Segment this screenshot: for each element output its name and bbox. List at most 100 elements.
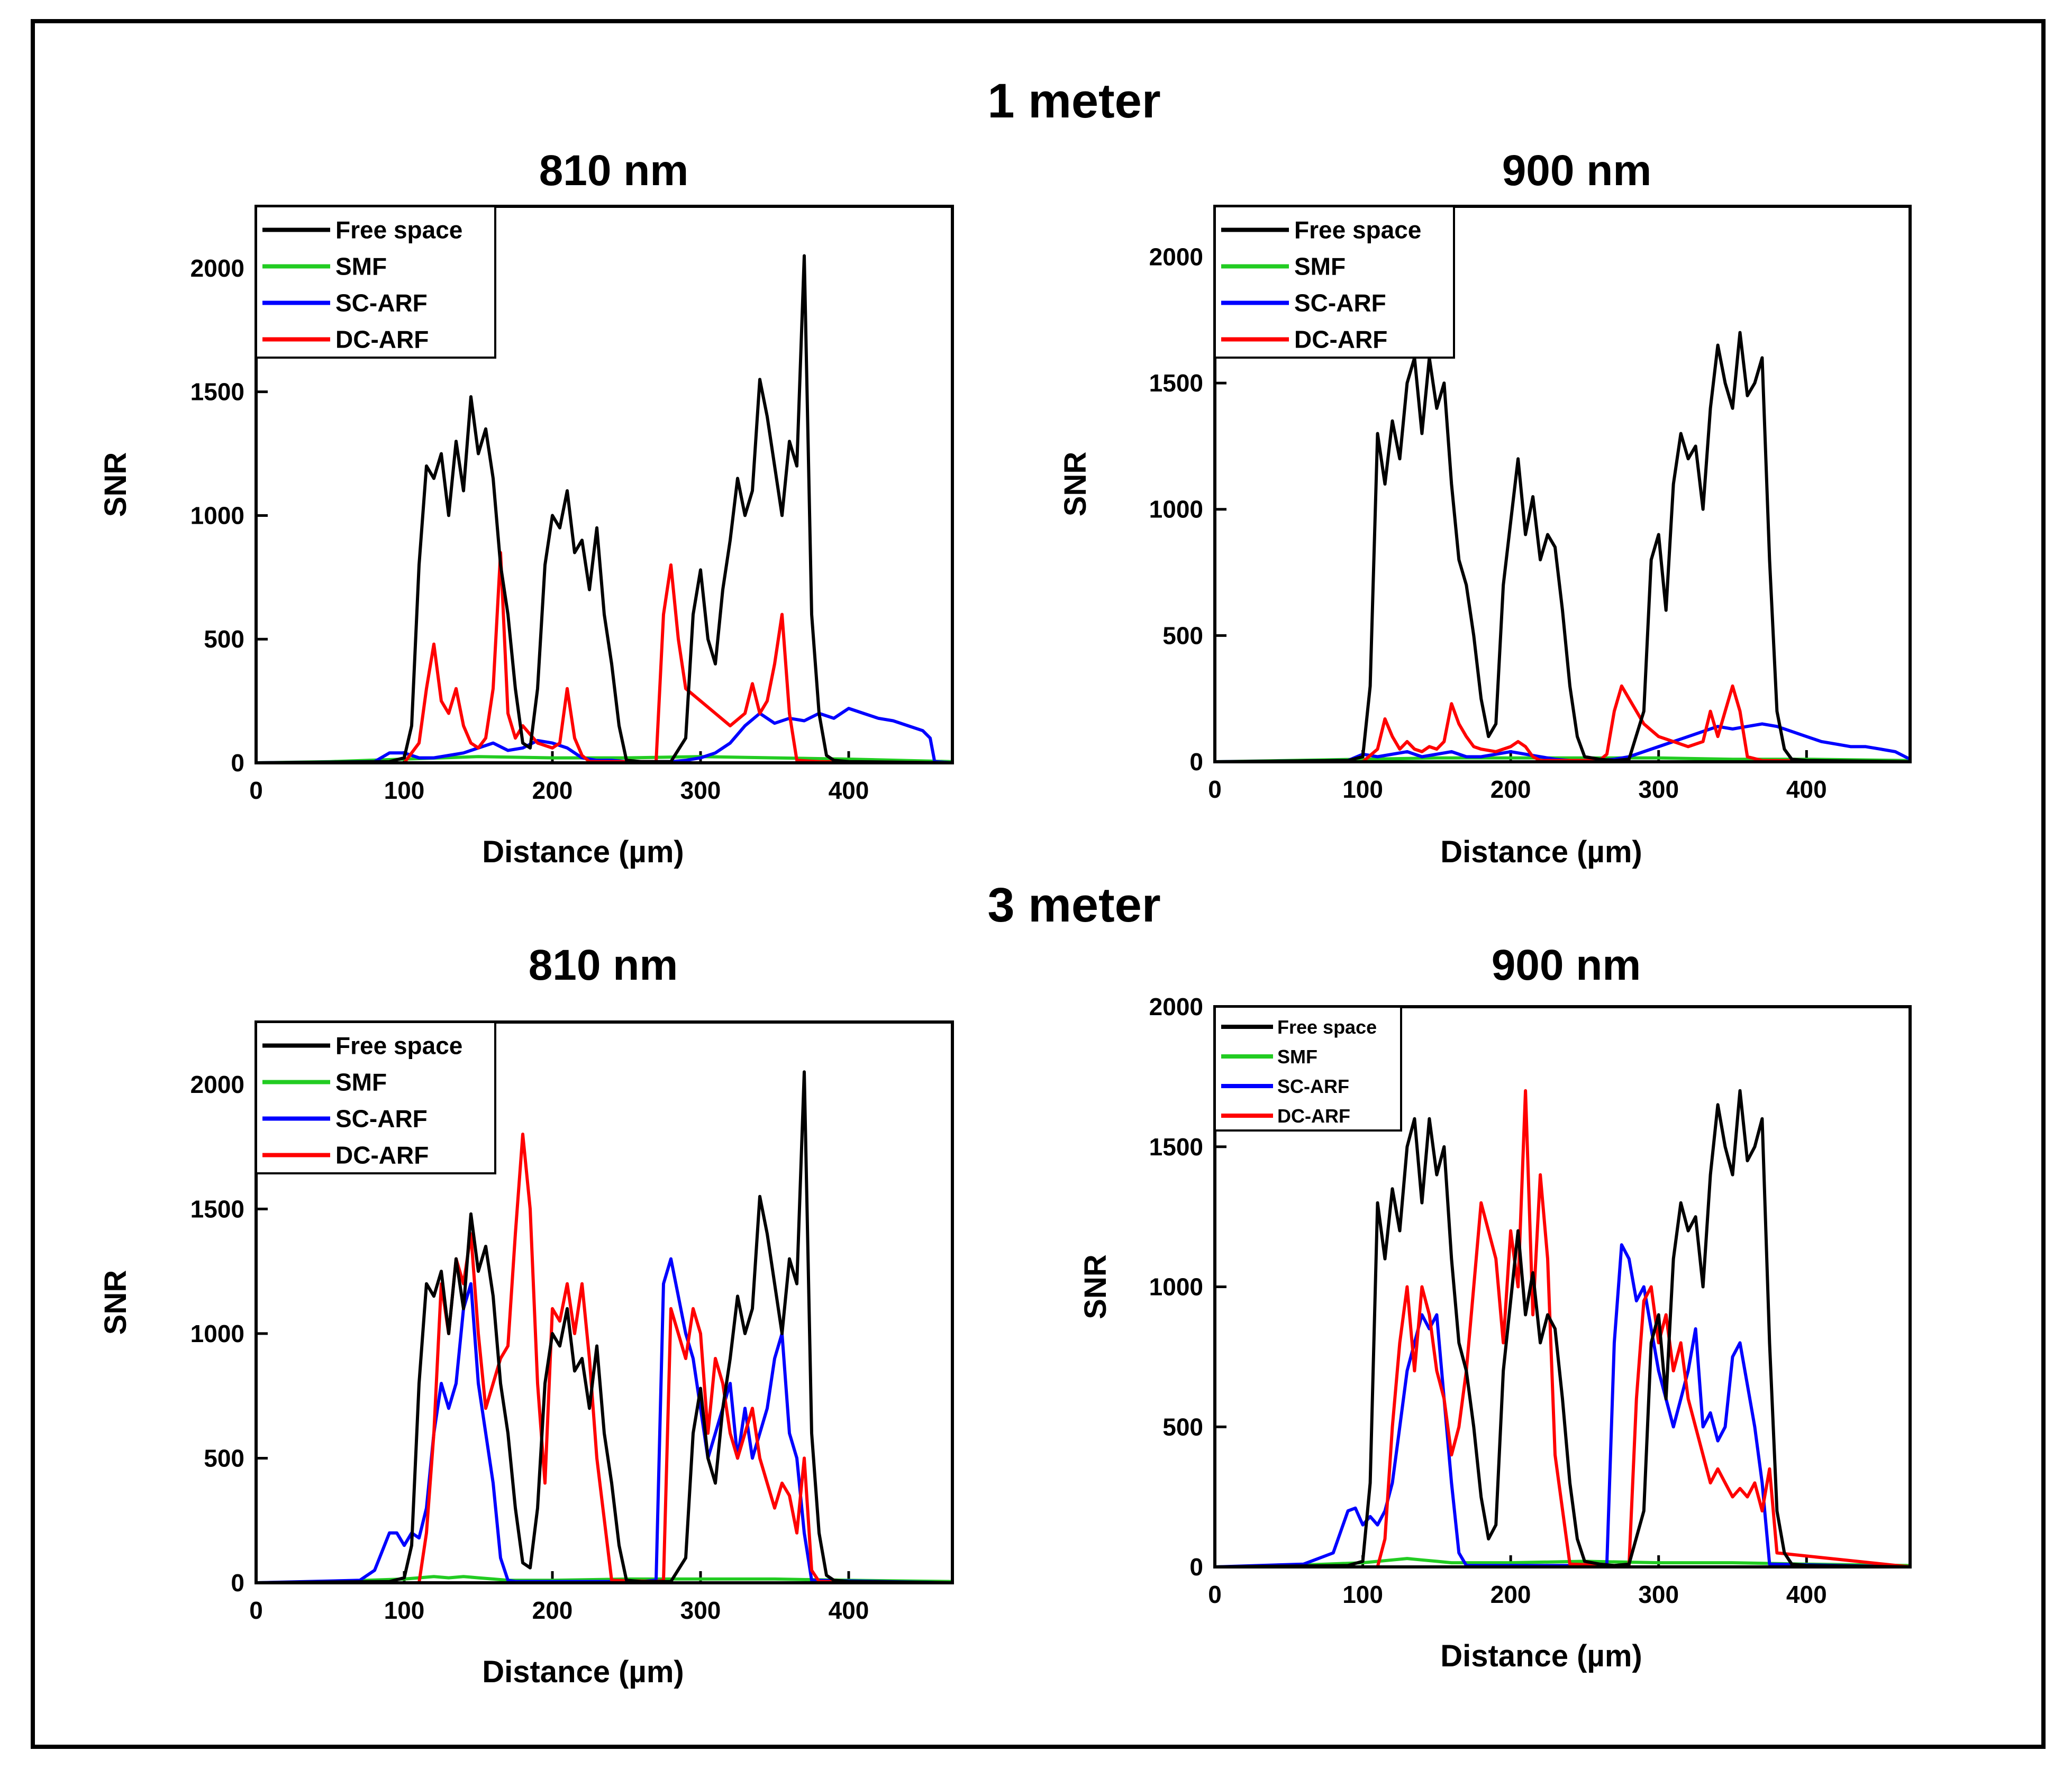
series-line-free-space — [256, 1070, 952, 1583]
x-tick-label: 200 — [1491, 1581, 1531, 1608]
y-tick-label: 1000 — [190, 1320, 244, 1347]
y-tick-label: 2000 — [190, 1071, 244, 1098]
legend: Free space SMF SC-ARF DC-ARF — [255, 205, 496, 359]
legend-label-free-space: Free space — [1277, 1016, 1377, 1038]
row-title-1-meter: 1 meter — [987, 74, 1160, 128]
x-tick-label: 100 — [384, 1597, 425, 1624]
y-tick-label: 500 — [204, 625, 244, 653]
series-line-free-space — [256, 254, 952, 763]
series-group — [1215, 1089, 1910, 1567]
x-tick-label: 100 — [384, 777, 425, 804]
panel-title: 810 nm — [529, 941, 678, 989]
x-tick-label: 400 — [829, 1597, 869, 1624]
x-tick-label: 300 — [680, 1597, 721, 1624]
y-tick-label: 1500 — [190, 1195, 244, 1223]
x-tick-label: 400 — [1786, 1581, 1827, 1608]
x-axis-label: Distance (µm) — [482, 835, 684, 869]
y-tick-label: 0 — [231, 749, 244, 777]
series-line-smf — [1215, 1557, 1910, 1567]
x-tick-label: 400 — [1786, 776, 1827, 803]
y-tick-label: 1500 — [1149, 369, 1203, 397]
plot-area-frame — [255, 205, 954, 764]
legend-label-sc-arf: SC-ARF — [335, 1105, 428, 1133]
chart-panel-1-meter-900-nm: 900 nm SNR Distance (µm) 0 100 200 300 400 0 500 1… — [1058, 147, 1912, 869]
x-tick-label: 300 — [680, 777, 721, 804]
plot-area-frame — [1213, 1005, 1912, 1569]
y-tick-label: 1500 — [1149, 1133, 1203, 1161]
x-tick-label: 300 — [1638, 1581, 1679, 1608]
legend-label-dc-arf: DC-ARF — [1294, 326, 1387, 353]
series-line-dc-arf — [1215, 684, 1910, 762]
x-tick-label: 0 — [249, 777, 263, 804]
legend-label-smf: SMF — [1294, 253, 1346, 280]
legend-label-dc-arf: DC-ARF — [1277, 1105, 1350, 1127]
y-tick-label: 1000 — [1149, 1273, 1203, 1301]
y-tick-label: 500 — [1162, 1413, 1203, 1440]
x-tick-label: 0 — [1208, 776, 1222, 803]
x-tick-label: 300 — [1638, 776, 1679, 803]
x-axis-label: Distance (µm) — [1440, 1639, 1642, 1673]
y-tick-label: 2000 — [190, 254, 244, 282]
y-axis-label: SNR — [1058, 452, 1093, 516]
series-line-dc-arf — [1215, 1089, 1910, 1567]
plot-area-frame — [1213, 205, 1912, 763]
legend-label-smf: SMF — [1277, 1046, 1317, 1068]
panels: 810 nm SNR Distance (µm) 0 100 200 300 400 0 500 1… — [98, 147, 1912, 1689]
row-title-3-meter: 3 meter — [987, 878, 1160, 932]
y-tick-label: 1000 — [190, 501, 244, 529]
y-axis-label: SNR — [98, 452, 133, 517]
y-axis-label: SNR — [1078, 1254, 1113, 1319]
y-tick-label: 0 — [231, 1569, 244, 1597]
series-group — [256, 254, 952, 763]
x-tick-label: 400 — [829, 777, 869, 804]
y-axis-label: SNR — [98, 1270, 133, 1335]
legend-label-sc-arf: SC-ARF — [335, 289, 428, 317]
series-group — [256, 1070, 952, 1583]
x-tick-label: 0 — [1208, 1581, 1222, 1608]
x-tick-label: 0 — [249, 1597, 263, 1624]
x-tick-label: 100 — [1342, 1581, 1383, 1608]
legend: Free space SMF SC-ARF DC-ARF — [255, 1021, 496, 1174]
panel-title: 900 nm — [1502, 147, 1652, 195]
y-tick-label: 0 — [1189, 1553, 1203, 1581]
legend-label-free-space: Free space — [1294, 216, 1421, 244]
series-line-free-space — [1215, 331, 1910, 762]
x-tick-label: 200 — [1491, 776, 1531, 803]
panel-title: 810 nm — [539, 147, 689, 195]
x-axis-label: Distance (µm) — [1440, 835, 1642, 869]
legend-label-smf: SMF — [335, 1069, 387, 1096]
y-tick-label: 1000 — [1149, 496, 1203, 523]
y-tick-label: 0 — [1189, 748, 1203, 776]
x-tick-label: 200 — [532, 777, 573, 804]
legend-label-free-space: Free space — [335, 216, 462, 244]
legend-label-smf: SMF — [335, 253, 387, 280]
legend-label-dc-arf: DC-ARF — [335, 1142, 429, 1169]
legend-label-sc-arf: SC-ARF — [1294, 289, 1386, 317]
legend: Free space SMF SC-ARF DC-ARF — [1214, 1006, 1402, 1132]
chart-panel-3-meter-810-nm: 810 nm SNR Distance (µm) 0 100 200 300 400 0 500 1… — [98, 941, 954, 1689]
figure-frame — [31, 19, 2046, 1749]
legend-label-free-space: Free space — [335, 1032, 462, 1060]
x-axis-label: Distance (µm) — [482, 1655, 684, 1689]
y-tick-label: 500 — [1162, 622, 1203, 649]
series-group — [1215, 331, 1910, 762]
panel-title: 900 nm — [1492, 941, 1641, 989]
y-tick-label: 1500 — [190, 378, 244, 406]
x-tick-label: 100 — [1342, 776, 1383, 803]
series-line-free-space — [1215, 1089, 1910, 1567]
chart-panel-3-meter-900-nm: 900 nm SNR Distance (µm) 0 100 200 300 400 0 500 1… — [1078, 941, 1912, 1673]
series-line-dc-arf — [256, 1133, 952, 1583]
legend: Free space SMF SC-ARF DC-ARF — [1214, 205, 1455, 359]
legend-label-sc-arf: SC-ARF — [1277, 1075, 1349, 1097]
series-line-dc-arf — [256, 551, 952, 763]
series-line-smf — [256, 1575, 952, 1583]
plot-area-frame — [255, 1020, 954, 1584]
series-line-sc-arf — [1215, 722, 1910, 762]
y-tick-label: 2000 — [1149, 243, 1203, 270]
y-tick-label: 500 — [204, 1444, 244, 1472]
legend-label-dc-arf: DC-ARF — [335, 326, 429, 353]
x-tick-label: 200 — [532, 1597, 573, 1624]
series-line-sc-arf — [1215, 1243, 1910, 1567]
y-tick-label: 2000 — [1149, 993, 1203, 1020]
